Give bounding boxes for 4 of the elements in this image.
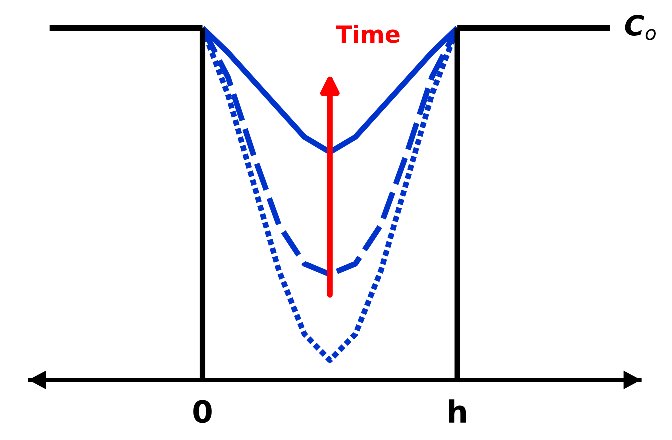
x-tick-label: h (449, 400, 466, 423)
x-tick-label: 0 (194, 400, 212, 424)
annotation: Time (336, 25, 400, 44)
annotation: C$_{o}$ (625, 14, 656, 40)
